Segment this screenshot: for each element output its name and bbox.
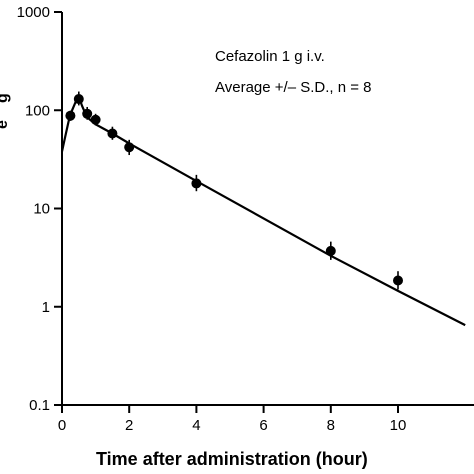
x-tick-label: 0 <box>58 417 66 434</box>
tick-labels: 0.1 1 10 100 1000 0 2 4 6 8 10 <box>17 4 407 434</box>
annotation-1: Cefazolin 1 g i.v. <box>215 48 325 65</box>
y-axis-label-fragment-1: g <box>0 93 11 103</box>
x-axis-title: Time after administration (hour) <box>96 449 368 469</box>
y-tick-label: 1 <box>42 299 50 316</box>
y-tick-label: 100 <box>25 102 50 119</box>
x-tick-label: 2 <box>125 417 133 434</box>
data-point <box>65 110 76 121</box>
y-tick-label: 0.1 <box>29 397 50 414</box>
data-point <box>393 275 403 286</box>
annotation-2: Average +/– S.D., n = 8 <box>215 79 372 96</box>
x-tick-label: 8 <box>327 417 335 434</box>
y-tick-label: 10 <box>33 201 50 218</box>
y-axis-label-fragment-2: e <box>0 120 11 129</box>
x-tick-label: 6 <box>259 417 267 434</box>
data-point <box>107 128 118 139</box>
y-tick-label: 1000 <box>17 4 50 21</box>
data-point <box>124 142 135 153</box>
fit-curve <box>60 94 466 327</box>
points-layer <box>65 91 403 290</box>
x-tick-label: 4 <box>192 417 200 434</box>
axes <box>61 12 474 406</box>
data-point <box>82 108 93 119</box>
data-point <box>73 94 84 105</box>
data-point <box>325 245 336 256</box>
data-point <box>191 178 202 189</box>
x-tick-label: 10 <box>390 417 407 434</box>
fit-layer <box>60 94 466 327</box>
data-point <box>90 114 101 125</box>
ticks <box>54 11 399 413</box>
